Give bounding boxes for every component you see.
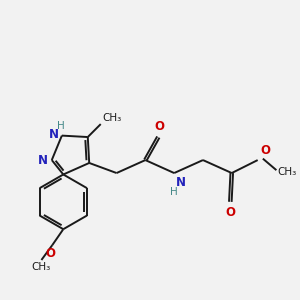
Text: N: N [38, 154, 47, 166]
Text: O: O [45, 247, 55, 260]
Text: H: H [170, 188, 178, 197]
Text: O: O [225, 206, 235, 219]
Text: CH₃: CH₃ [278, 167, 297, 177]
Text: O: O [154, 120, 164, 133]
Text: N: N [176, 176, 186, 190]
Text: N: N [48, 128, 59, 141]
Text: CH₃: CH₃ [102, 112, 122, 123]
Text: O: O [260, 144, 270, 157]
Text: CH₃: CH₃ [32, 262, 51, 272]
Text: H: H [56, 121, 64, 130]
